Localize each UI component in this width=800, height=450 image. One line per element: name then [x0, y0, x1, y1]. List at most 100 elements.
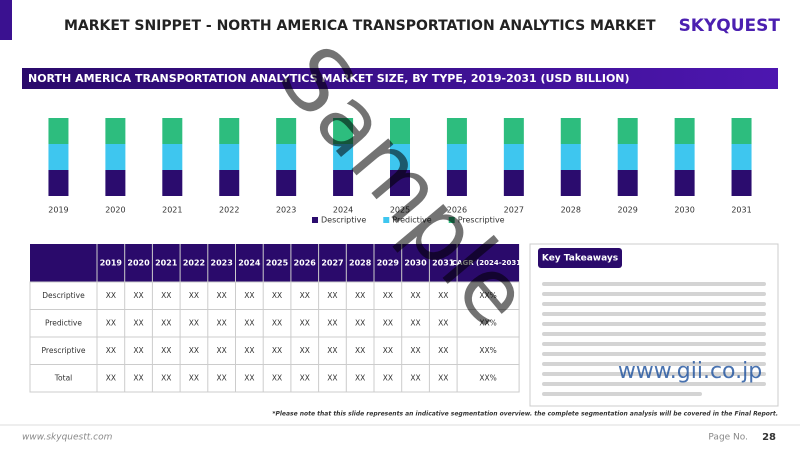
table-cell: XX: [106, 291, 116, 300]
table-cell: XX: [438, 291, 448, 300]
table-cell: XX: [438, 346, 448, 355]
table-cell: XX%: [479, 318, 496, 327]
table-header: 2030: [404, 259, 427, 268]
row-label: Predictive: [45, 318, 82, 327]
table-header: 2026: [294, 259, 317, 268]
table-cell: XX: [327, 373, 337, 382]
table-cell: XX: [410, 291, 420, 300]
bar-segment: [333, 144, 354, 170]
x-tick-label: 2025: [390, 206, 410, 215]
table-cell: XX: [161, 346, 171, 355]
table-cell: XX: [410, 318, 420, 327]
bar-segment: [48, 144, 69, 170]
watermark-site: www.gii.co.jp: [618, 359, 762, 384]
bar-segment: [105, 170, 126, 196]
x-tick-label: 2029: [618, 206, 638, 215]
table-cell: XX: [300, 373, 310, 382]
row-label: Descriptive: [42, 291, 85, 300]
table-cell: XX: [217, 346, 227, 355]
bar-segment: [731, 118, 752, 144]
table-cell: XX: [133, 291, 143, 300]
bar-segment: [219, 170, 240, 196]
bar-segment: [333, 118, 354, 144]
table-cell: XX: [217, 291, 227, 300]
table-header: 2022: [183, 259, 205, 268]
accent: [0, 0, 12, 40]
bar-segment: [446, 144, 467, 170]
table-cell: XX: [244, 291, 254, 300]
table-cell: XX: [300, 346, 310, 355]
bar-segment: [390, 170, 410, 196]
bar-segment: [390, 118, 410, 144]
x-tick-label: 2019: [48, 206, 68, 215]
table-cell: XX: [106, 373, 116, 382]
bar-segment: [162, 144, 183, 170]
bar-segment: [446, 170, 467, 196]
chart-title: NORTH AMERICA TRANSPORTATION ANALYTICS M…: [28, 72, 630, 85]
takeaways-title: Key Takeaways: [542, 254, 618, 264]
bar-segment: [560, 170, 581, 196]
footer-url: www.skyquestt.com: [22, 433, 113, 443]
bar-segment: [276, 170, 297, 196]
bar-segment: [560, 118, 581, 144]
bar-segment: [390, 144, 410, 170]
table-header: 2023: [211, 259, 233, 268]
legend-label: Prescriptive: [458, 216, 505, 225]
table-header: 2019: [100, 259, 123, 268]
bar-segment: [503, 144, 524, 170]
table-cell: XX: [327, 318, 337, 327]
row-label: Total: [54, 373, 73, 382]
page-title: MARKET SNIPPET - NORTH AMERICA TRANSPORT…: [64, 18, 656, 34]
bar-segment: [105, 144, 126, 170]
table-cell: XX: [244, 346, 254, 355]
logo: SKYQUEST: [679, 16, 781, 36]
table-cell: XX: [161, 373, 171, 382]
table-cell: XX: [355, 318, 365, 327]
table-cell: XX%: [479, 346, 496, 355]
bar-segment: [560, 144, 581, 170]
x-tick-label: 2022: [219, 206, 239, 215]
table-cell: XX: [189, 291, 199, 300]
bar-segment: [48, 170, 69, 196]
bar-segment: [219, 118, 240, 144]
table-cell: XX: [438, 318, 448, 327]
page-number: 28: [762, 432, 776, 443]
bar-segment: [731, 170, 752, 196]
table-cell: XX: [272, 318, 282, 327]
bar-segment: [162, 118, 183, 144]
table-cell: XX: [383, 346, 393, 355]
table-header: 2021: [155, 259, 178, 268]
table-header: 2029: [377, 259, 400, 268]
bar-segment: [503, 118, 524, 144]
x-tick-label: 2023: [276, 206, 296, 215]
x-tick-label: 2020: [105, 206, 125, 215]
legend-swatch: [383, 217, 390, 223]
table-header: 2031: [432, 259, 455, 268]
legend-swatch: [312, 217, 318, 223]
bar-segment: [105, 118, 126, 144]
table-cell: XX: [217, 318, 227, 327]
bar-segment: [674, 144, 695, 170]
legend-label: Predictive: [392, 216, 432, 225]
table-header: 2024: [238, 259, 261, 268]
table-cell: XX: [327, 346, 337, 355]
page-label: Page No.: [708, 433, 748, 443]
dynamic: 2019 2020 2021 2022 2023 2024 2025 2026 2027 2028…: [29, 118, 752, 393]
bar-segment: [446, 118, 467, 144]
table-cell: XX: [327, 291, 337, 300]
bar-segment: [617, 144, 638, 170]
x-tick-label: 2030: [674, 206, 694, 215]
legend-label: Descriptive: [321, 216, 366, 225]
table-cell: XX: [133, 373, 143, 382]
table-cell: XX%: [479, 291, 496, 300]
table-cell: XX: [272, 346, 282, 355]
chart-title-bar: [22, 68, 778, 89]
table-cell: XX: [217, 373, 227, 382]
table-cell: XX: [189, 373, 199, 382]
bar-segment: [674, 170, 695, 196]
bar-segment: [333, 170, 354, 196]
x-tick-label: 2026: [447, 206, 467, 215]
table-header-bg: [30, 244, 520, 282]
bar-segment: [162, 170, 183, 196]
table-cell: XX: [272, 291, 282, 300]
